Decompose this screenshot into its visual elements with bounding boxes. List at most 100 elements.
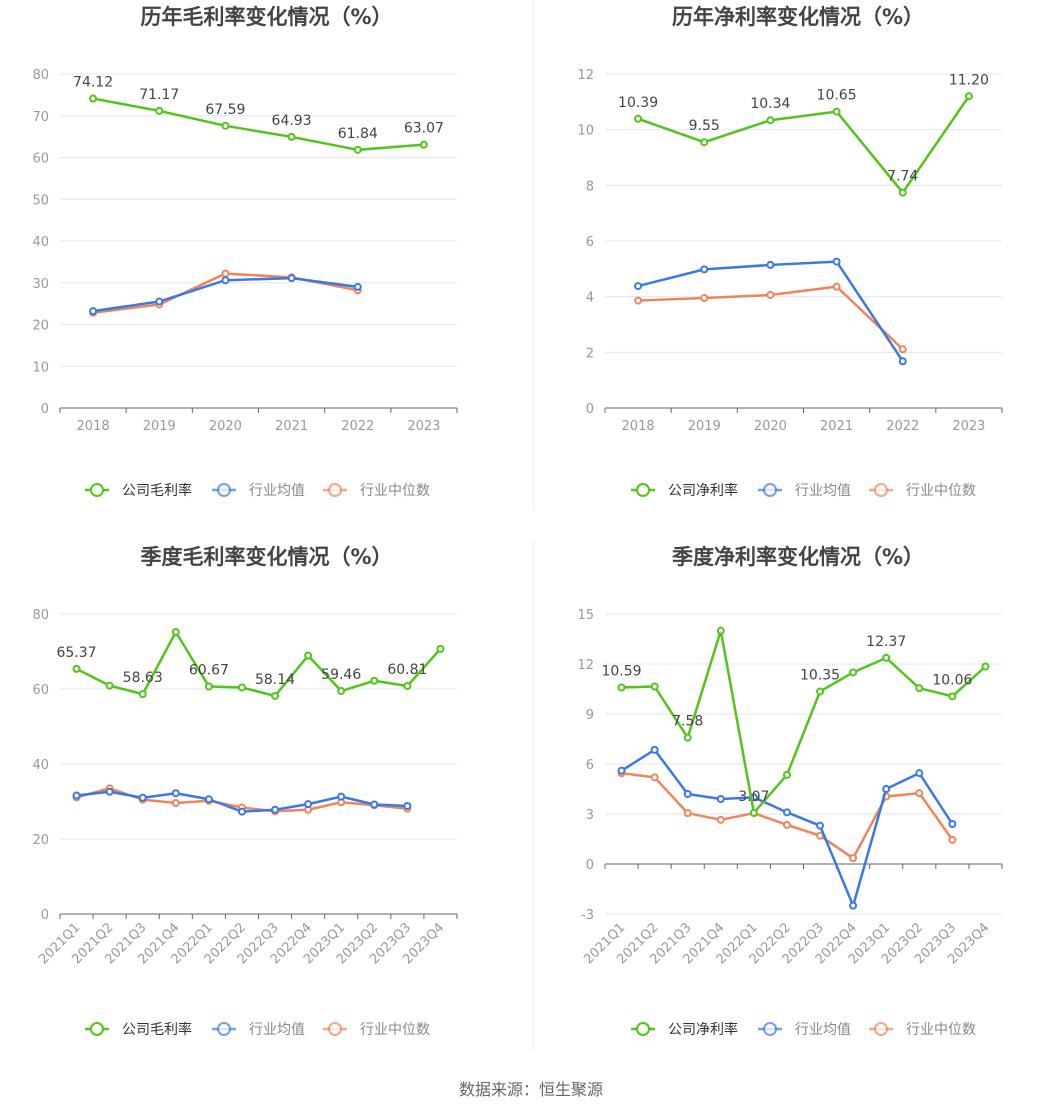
data-label: 10.65 [817,88,857,104]
data-point-company [650,682,659,691]
x-tick-label: 2023 [952,419,985,434]
y-tick-label: 0 [41,908,49,923]
legend-marker-industry-median [874,483,888,497]
data-label: 12.37 [866,634,906,650]
data-point-company [221,121,230,130]
data-label: 63.07 [404,121,444,137]
y-tick-label: 0 [586,858,594,873]
data-point-company [304,651,313,660]
data-point-industry-avg [287,274,296,283]
legend-label-company: 公司净利率 [668,1021,738,1038]
chart-title: 历年毛利率变化情况（%） [140,5,392,29]
y-tick-label: -3 [581,908,594,923]
data-point-industry-avg [155,297,164,306]
y-tick-label: 70 [32,110,49,125]
data-point-company [981,662,990,671]
y-tick-label: 10 [577,124,594,139]
y-tick-label: 20 [32,833,49,848]
chart-title: 季度净利率变化情况（%） [672,545,924,569]
legend-marker-industry-median [328,1022,342,1036]
data-label: 7.74 [887,169,918,185]
legend-marker-industry-avg [763,483,777,497]
data-point-industry-avg [700,265,709,274]
legend-label-company: 公司净利率 [668,482,738,499]
data-point-industry-median [766,290,775,299]
legend-label-industry-avg: 行业均值 [249,1022,305,1038]
legend-label-industry-avg: 行业均值 [249,483,305,499]
data-label: 58.63 [123,670,163,686]
data-point-company [617,683,626,692]
data-label: 10.59 [601,664,641,680]
data-point-company [403,681,412,690]
data-point-company [882,653,891,662]
data-label: 64.93 [272,113,312,129]
data-point-company [849,668,858,677]
series-line-company [637,95,970,194]
y-tick-label: 9 [586,708,594,723]
y-tick-label: 0 [41,402,49,417]
chart-svg: 历年净利率变化情况（%） 0 2 4 6 8 10 12 2018 2019 2020 2021 202… [577,5,1003,499]
series-line-company [92,97,425,152]
legend-marker-industry-avg [763,1022,777,1036]
x-tick-label: 2021 [820,419,853,434]
data-point-industry-avg [271,805,280,814]
data-point-company [436,644,445,653]
data-point-industry-median [898,345,907,354]
chart-quarterly-net-margin: 季度净利率变化情况（%） -3 0 3 6 9 12 15 2021Q1 2021Q2 2021Q3… [534,540,1062,1050]
data-label: 59.46 [321,667,361,683]
data-point-company [138,690,147,699]
y-tick-label: 60 [32,683,49,698]
series-line-company [621,629,987,815]
divider-top [533,0,534,510]
x-tick-label: 2020 [754,419,787,434]
x-tick-label: 2018 [77,419,110,434]
legend-label-industry-avg: 行业均值 [795,483,851,499]
data-point-company [832,107,841,116]
legend-label-company: 公司毛利率 [122,1021,192,1038]
chart-title: 季度毛利率变化情况（%） [140,545,392,569]
x-tick-label: 2022 [886,419,919,434]
data-label: 9.55 [689,118,720,134]
divider-bottom [533,540,534,1050]
legend-marker-company [636,483,650,497]
data-point-industry-median [782,820,791,829]
data-point-industry-avg [221,276,230,285]
y-tick-label: 6 [586,235,594,250]
chart-annual-net-margin: 历年净利率变化情况（%） 0 2 4 6 8 10 12 2018 2019 2020 2021 202… [534,0,1062,510]
data-label: 10.06 [932,672,972,688]
data-point-industry-avg [105,787,114,796]
data-point-industry-avg [832,257,841,266]
data-point-company [634,114,643,123]
y-tick-label: 50 [32,193,49,208]
data-point-company [271,691,280,700]
data-point-company [419,140,428,149]
legend-marker-industry-median [874,1022,888,1036]
legend-marker-industry-avg [217,1022,231,1036]
data-point-company [237,683,246,692]
data-point-company [898,188,907,197]
data-point-company [915,684,924,693]
data-label: 71.17 [139,87,179,103]
y-tick-label: 40 [32,758,49,773]
data-source: 数据来源：恒生聚源 [458,1080,603,1099]
data-point-industry-avg [915,769,924,778]
data-point-industry-avg [650,745,659,754]
chart-quarterly-gross-margin: 季度毛利率变化情况（%） 0 20 40 60 80 2021Q1 2021Q2 2021Q3 2… [0,540,533,1050]
data-label: 10.39 [618,95,658,111]
data-point-industry-avg [634,282,643,291]
data-point-company [716,626,725,635]
data-label: 7.58 [672,714,703,730]
y-tick-label: 12 [577,68,594,83]
data-point-industry-avg [766,260,775,269]
x-tick-label: 2020 [209,419,242,434]
chart-annual-gross-margin: 历年毛利率变化情况（%） 0 10 20 30 40 50 60 70 80 2018 2019 202… [0,0,533,510]
data-point-industry-avg [89,307,98,316]
data-point-company [816,687,825,696]
legend-marker-company [90,483,104,497]
data-point-company [766,116,775,125]
data-label: 11.20 [949,72,989,88]
legend-label-industry-median: 行业中位数 [906,1022,976,1038]
data-point-company [964,92,973,101]
data-point-industry-median [832,282,841,291]
data-point-industry-median [915,789,924,798]
